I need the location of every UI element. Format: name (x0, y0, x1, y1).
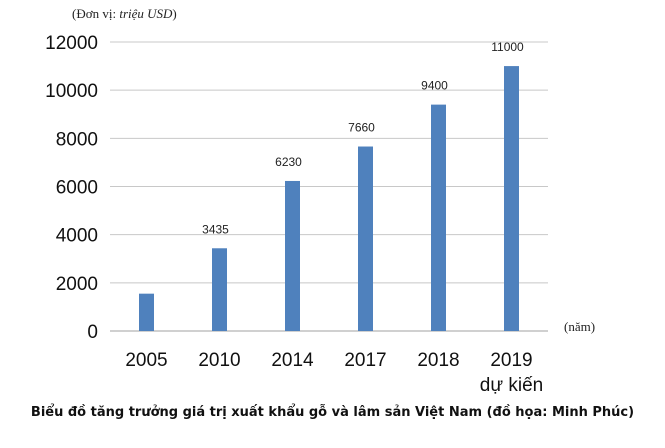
unit-suffix: ) (172, 6, 177, 21)
y-tick-label: 12000 (45, 33, 98, 54)
unit-prefix: (Đơn vị: (72, 6, 120, 21)
x-tick-label: 2019 (490, 350, 532, 371)
data-label: 3435 (202, 222, 229, 236)
x-tick-label: 2010 (198, 350, 240, 371)
y-tick-label: 0 (87, 322, 98, 343)
y-tick-label: 4000 (56, 226, 98, 247)
data-label: 9400 (421, 79, 448, 93)
y-tick-label: 10000 (45, 81, 98, 102)
unit-italic: triệu USD (119, 6, 173, 21)
x-tick-label: 2014 (271, 350, 314, 371)
x-tick-label: 2017 (344, 350, 386, 371)
data-label: 11000 (491, 40, 524, 54)
bar (212, 248, 227, 331)
data-label: 7660 (348, 121, 375, 135)
bar (504, 66, 519, 331)
x-tick-label: dự kiến (480, 375, 543, 396)
data-label: 6230 (275, 155, 302, 169)
bar (431, 104, 446, 331)
bar (285, 180, 300, 331)
y-tick-label: 2000 (56, 274, 98, 295)
x-tick-label: 2005 (125, 350, 167, 371)
y-tick-label: 6000 (56, 178, 98, 199)
unit-label: (Đơn vị: triệu USD) (72, 6, 177, 22)
bar (358, 146, 373, 331)
bar (139, 293, 154, 331)
chart-caption: Biểu đồ tăng trưởng giá trị xuất khẩu gỗ… (30, 405, 635, 420)
x-axis-label: (năm) (564, 319, 595, 334)
y-tick-label: 8000 (56, 129, 98, 150)
x-tick-label: 2018 (417, 350, 459, 371)
